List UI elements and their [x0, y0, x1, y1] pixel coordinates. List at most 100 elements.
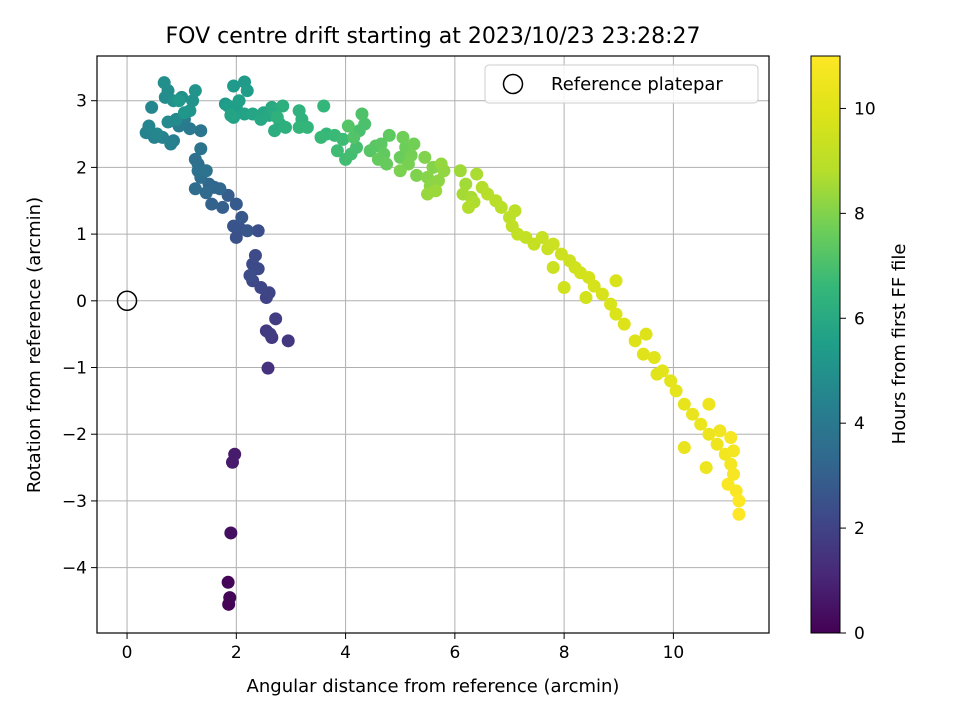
data-point [429, 184, 443, 198]
data-point [396, 130, 410, 144]
data-point [407, 137, 421, 151]
data-point [157, 76, 171, 90]
data-point [347, 130, 361, 144]
data-point [595, 287, 609, 301]
data-point [317, 99, 331, 113]
plot-frame [96, 55, 770, 634]
data-point [546, 237, 560, 251]
data-point [188, 84, 202, 98]
colorbar-label: Hours from first FF file [889, 244, 910, 445]
data-point [227, 219, 241, 233]
data-point [229, 197, 243, 211]
data-point [269, 312, 283, 326]
data-point [669, 384, 683, 398]
data-point [145, 100, 159, 114]
data-point [699, 461, 713, 475]
x-tick-label: 8 [559, 643, 570, 663]
data-point [694, 417, 708, 431]
data-point [726, 444, 740, 458]
data-point [508, 204, 522, 218]
colorbar: 0 2 4 6 8 10 Hours from first FF file [810, 55, 910, 644]
y-axis-label: Rotation from reference (arcmin) [24, 197, 45, 493]
data-point [261, 361, 275, 375]
data-point [194, 124, 208, 138]
data-point [172, 94, 186, 108]
data-point [235, 210, 249, 224]
data-point [188, 182, 202, 196]
data-point [677, 397, 691, 411]
data-point [350, 140, 364, 154]
data-point [726, 467, 740, 481]
data-point [393, 164, 407, 178]
data-point [470, 167, 484, 181]
data-point [453, 164, 467, 178]
colorbar-tick-label: 10 [854, 99, 876, 119]
data-point [240, 84, 254, 98]
data-point [724, 457, 738, 471]
data-point [336, 132, 350, 146]
data-point [713, 424, 727, 438]
data-point [609, 274, 623, 288]
data-point [494, 200, 508, 214]
data-point [358, 117, 372, 131]
colorbar-tick-label: 4 [854, 414, 865, 434]
data-point [251, 224, 265, 238]
data-point [186, 94, 200, 108]
data-point [609, 307, 623, 321]
data-point [579, 290, 593, 304]
y-tick-label: 0 [76, 292, 87, 312]
data-point [636, 347, 650, 361]
data-point [243, 268, 257, 282]
x-tick-label: 6 [449, 643, 460, 663]
data-point [223, 591, 237, 605]
data-point [732, 507, 746, 521]
reference-platepar-marker [116, 290, 138, 312]
data-point [724, 431, 738, 445]
colorbar-gradient [810, 55, 841, 634]
data-point [199, 164, 213, 178]
data-point [314, 130, 328, 144]
data-point [418, 150, 432, 164]
colorbar-tick-label: 2 [854, 519, 865, 539]
data-point [434, 157, 448, 171]
data-point [647, 351, 661, 365]
data-point [224, 526, 238, 540]
data-point [224, 108, 238, 122]
data-point [587, 279, 601, 293]
data-point [229, 230, 243, 244]
x-tick-label: 2 [231, 643, 242, 663]
data-point [617, 317, 631, 331]
legend-label: Reference platepar [551, 74, 723, 95]
data-points [139, 75, 746, 611]
data-point [710, 437, 724, 451]
x-axis-label: Angular distance from reference (arcmin) [247, 676, 620, 697]
data-point [292, 120, 306, 134]
data-point [431, 174, 445, 188]
data-point [355, 107, 369, 121]
data-point [650, 367, 664, 381]
data-point [227, 79, 241, 93]
data-point [194, 142, 208, 156]
y-tick-label: −2 [62, 425, 87, 445]
data-point [732, 494, 746, 508]
data-point [382, 128, 396, 142]
data-point [664, 374, 678, 388]
data-point [142, 119, 156, 133]
data-point [686, 407, 700, 421]
data-point [702, 427, 716, 441]
plot-background [97, 56, 769, 633]
x-tick-label: 0 [122, 643, 133, 663]
colorbar-tick-label: 8 [854, 204, 865, 224]
data-point [248, 248, 262, 262]
data-point [228, 447, 242, 461]
data-point [546, 260, 560, 274]
y-tick-label: 3 [76, 92, 87, 112]
chart-title: FOV centre drift starting at 2023/10/23 … [166, 24, 701, 49]
data-point [240, 224, 254, 238]
data-point [380, 157, 394, 171]
data-point [276, 99, 290, 113]
legend-open-circle-marker [502, 73, 524, 95]
data-point [216, 200, 230, 214]
data-point [213, 182, 227, 196]
legend-box [484, 64, 759, 104]
